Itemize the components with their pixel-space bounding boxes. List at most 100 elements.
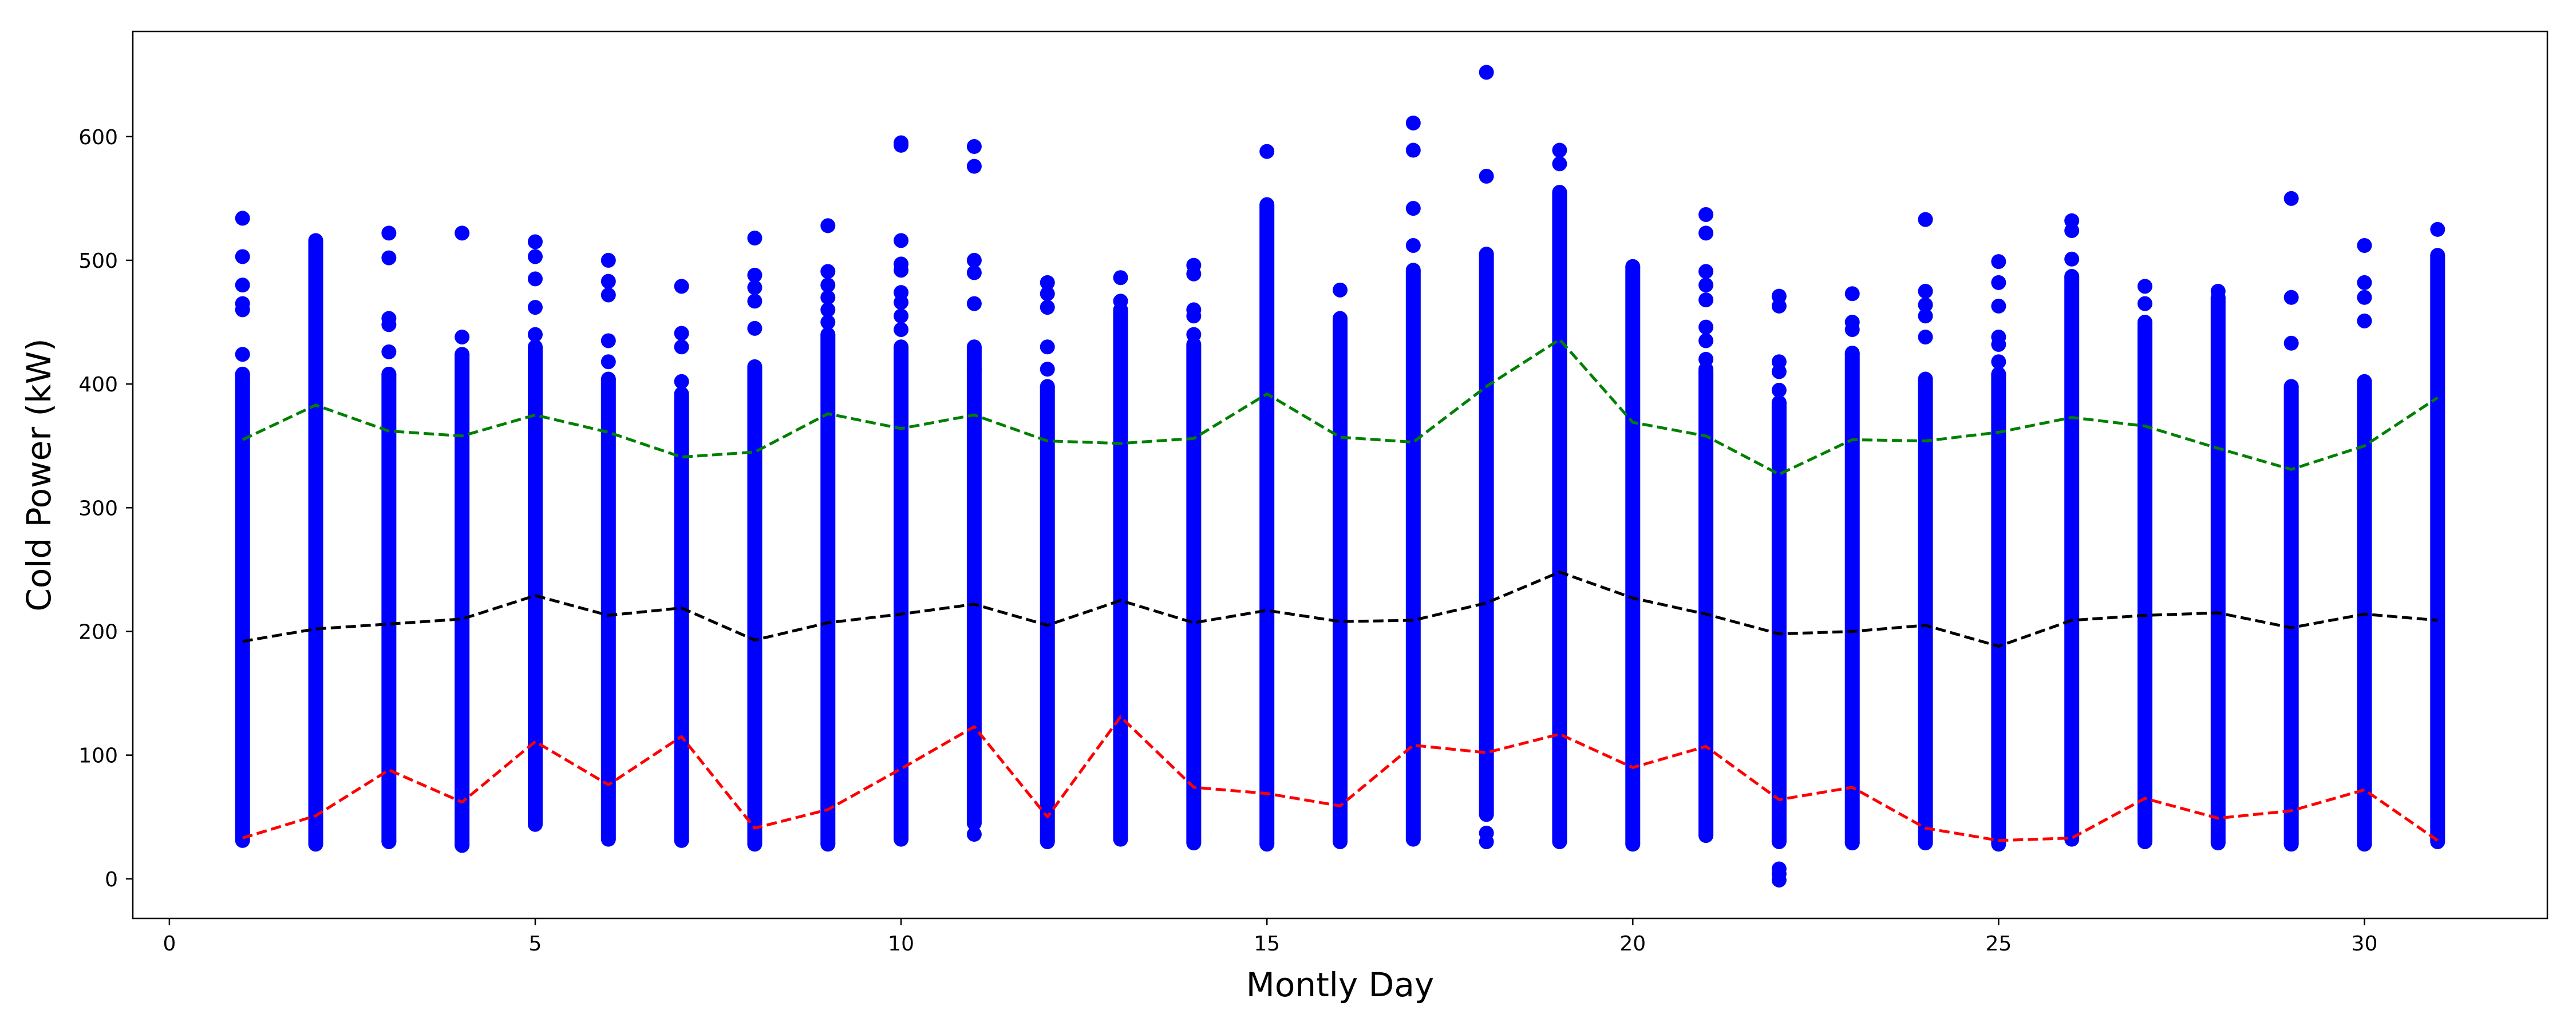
scatter-point [1333,311,1348,326]
scatter-point [1991,275,2006,290]
scatter-column-day-14 [1186,258,1202,851]
scatter-point [2430,248,2445,263]
scatter-point [1918,297,1933,312]
scatter-column-day-16 [1333,282,1348,849]
scatter-dense-band [1771,402,1787,842]
scatter-point [1991,354,2006,370]
scatter-point [1918,283,1933,299]
scatter-point [747,837,762,852]
x-tick-label: 5 [529,932,542,956]
scatter-point [235,249,250,264]
scatter-point [2357,275,2372,290]
scatter-point [820,327,836,342]
scatter-point [2283,191,2299,206]
scatter-point [1991,329,2006,344]
scatter-point [455,347,470,362]
scatter-point [1698,333,1714,348]
scatter-dense-band [1844,353,1860,843]
scatter-point [308,837,323,852]
y-tick-label: 0 [105,868,118,892]
series-line-1 [242,571,2438,648]
scatter-column-day-18 [1479,65,1494,849]
scatter-point [1405,263,1421,278]
scatter-point [1333,282,1348,298]
scatter-point [747,267,762,283]
scatter-point [1918,371,1933,387]
scatter-point [1844,286,1860,302]
scatter-point [600,333,616,348]
scatter-column-day-27 [2138,279,2152,849]
scatter-point [1991,254,2006,270]
scatter-point [2138,315,2152,330]
scatter-point [1259,197,1275,212]
scatter-point [966,339,982,355]
scatter-column-day-2 [308,233,323,852]
scatter-point [1844,835,1860,851]
scatter-point [747,231,762,246]
scatter-point [1698,264,1714,279]
scatter-point [966,362,982,377]
scatter-point [674,279,689,294]
scatter-point [2357,237,2372,253]
plot-frame [132,30,2549,920]
scatter-point [674,374,689,389]
scatter-point [2283,335,2299,351]
scatter-point [528,234,543,249]
scatter-dense-band [1405,270,1421,839]
scatter-point [894,339,909,355]
scatter-point [1771,834,1787,849]
scatter-point [235,347,250,362]
scatter-point [1186,835,1202,851]
y-tick-label: 200 [78,620,118,644]
scatter-dense-band [2210,297,2226,843]
scatter-point [1040,834,1055,849]
scatter-point [1113,294,1128,309]
y-axis-label: Cold Power (kW) [19,338,58,611]
scatter-column-day-12 [1040,275,1055,849]
x-tick-label: 0 [163,932,176,956]
scatter-point [674,339,689,355]
scatter-point [600,354,616,370]
scatter-point [2357,837,2372,852]
scatter-point [820,218,836,233]
scatter-point [1113,831,1128,847]
scatter-column-day-24 [1918,212,1933,851]
scatter-point [1333,834,1348,849]
scatter-point [1771,861,1787,877]
scatter-point [966,252,982,268]
series-lines [242,338,2439,842]
scatter-point [600,287,616,303]
scatter-point [2064,269,2080,284]
scatter-point [528,817,543,832]
scatter-column-day-20 [1625,259,1641,852]
scatter-point [747,320,762,336]
scatter-point [1479,168,1494,184]
scatter-point [1259,144,1275,159]
scatter-point [1405,831,1421,847]
scatter-point [674,326,689,341]
scatter-point [1479,807,1494,822]
scatter-point [820,278,836,293]
scatter-point [894,256,909,272]
scatter-point [966,139,982,154]
scatter-point [455,838,470,853]
scatter-point [1552,185,1567,200]
scatter-point [1259,837,1275,852]
scatter-point [528,327,543,342]
scatter-point [2210,835,2226,851]
scatter-point [1698,319,1714,335]
scatter-point [1625,259,1641,274]
scatter-point [2064,213,2080,228]
scatter-point [1918,308,1933,324]
scatter-point [894,285,909,300]
scatter-dense-band [966,347,982,823]
scatter-point [2357,313,2372,328]
scatter-point [1771,382,1787,398]
scatter-point [1625,837,1641,852]
scatter-column-day-22 [1771,288,1787,888]
scatter-point [894,322,909,337]
scatter-dense-band [820,334,836,845]
scatter-point [1113,270,1128,286]
scatter-dense-band [235,374,250,841]
